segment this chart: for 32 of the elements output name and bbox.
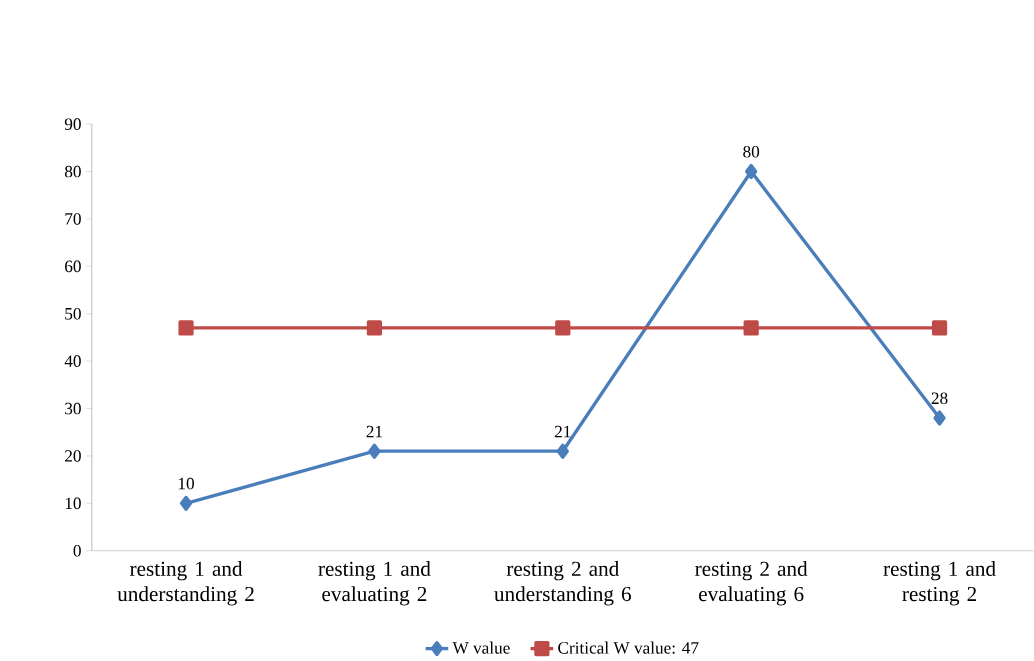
y-tick-label: 30 [65, 402, 81, 415]
data-label: 28 [931, 392, 948, 405]
data-label: 10 [178, 477, 194, 490]
data-label: 80 [743, 146, 760, 158]
y-tick-label: 90 [64, 118, 81, 131]
data-label: 21 [554, 425, 571, 438]
point [556, 443, 569, 459]
x-tick-label: resting 1 and understanding 2 [117, 561, 254, 606]
y-tick-label: 70 [65, 213, 81, 225]
legend-label: W value [452, 641, 510, 654]
point [745, 164, 758, 180]
y-tick-label: 50 [65, 308, 81, 320]
x-tick-label: resting 1 and evaluating 2 [318, 561, 431, 606]
x-tick-label: resting 1 and resting 2 [883, 561, 996, 606]
point [743, 320, 759, 336]
y-tick-label: 20 [65, 450, 81, 462]
x-tick-label: resting 2 and understanding 6 [494, 561, 631, 606]
point [931, 320, 948, 336]
point [933, 410, 946, 426]
point [366, 320, 383, 336]
y-tick-label: 40 [64, 355, 81, 368]
data-label: 21 [366, 425, 382, 438]
y-tick-label: 10 [65, 497, 81, 510]
point [178, 320, 194, 336]
point [179, 495, 193, 512]
x-tick-label: resting 2 and evaluating 6 [695, 561, 808, 606]
y-tick-label: 60 [65, 260, 81, 273]
y-tick-label: 0 [73, 545, 81, 557]
point [555, 320, 571, 336]
point [368, 443, 381, 459]
legend-label: Critical W value: 47 [558, 641, 699, 654]
y-tick-label: 80 [64, 165, 81, 178]
